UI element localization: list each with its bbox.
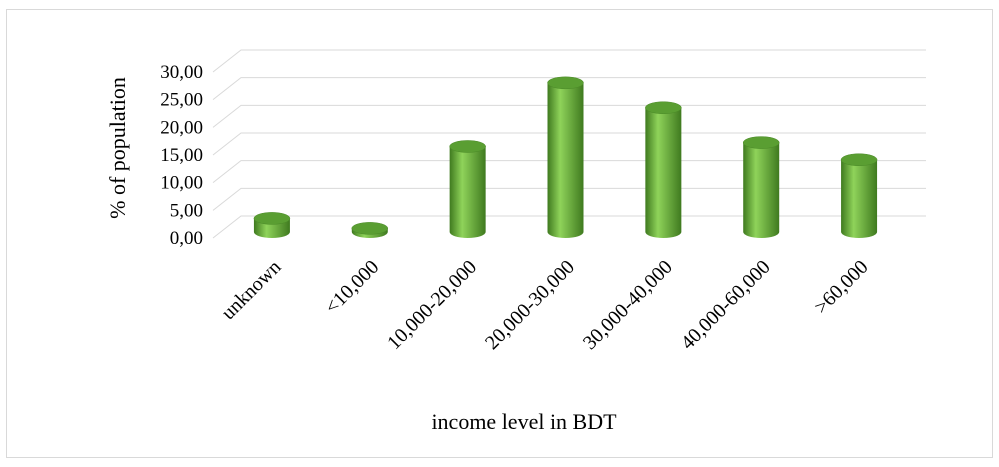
gridline xyxy=(212,77,926,101)
y-tick-label: 5,00 xyxy=(170,200,203,221)
x-axis-title: income level in BDT xyxy=(431,409,617,434)
x-category-label: 30,000-40,000 xyxy=(579,256,677,354)
gridline xyxy=(212,187,926,211)
bar-body xyxy=(449,146,486,238)
bar-top xyxy=(253,212,291,225)
chart-frame xyxy=(6,9,993,458)
bar xyxy=(253,212,291,238)
bars xyxy=(253,76,878,238)
x-category-labels: unknown <10,000 10,000-20,000 20,000-30,000… xyxy=(217,256,872,354)
y-tick-label: 10,00 xyxy=(160,173,203,194)
x-category-label: >60,000 xyxy=(810,256,872,318)
x-category-label: 10,000-20,000 xyxy=(383,256,481,354)
bar-top xyxy=(840,153,878,166)
gridline xyxy=(212,49,926,73)
x-category-label: 40,000-60,000 xyxy=(677,256,775,354)
bar-top xyxy=(449,140,486,153)
x-category-label: 20,000-30,000 xyxy=(481,256,579,354)
gridline xyxy=(212,104,926,128)
bar-body xyxy=(841,159,878,238)
bar-top xyxy=(742,136,780,149)
bar-top xyxy=(547,76,584,90)
bar-top xyxy=(351,222,389,235)
y-tick-label: 25,00 xyxy=(160,90,203,111)
x-category-label: unknown xyxy=(217,256,285,324)
bar-top xyxy=(645,101,682,114)
gridline xyxy=(212,160,926,184)
bar xyxy=(547,76,584,238)
bar-body xyxy=(743,142,780,238)
bar xyxy=(742,136,780,238)
gridline xyxy=(212,132,926,156)
y-axis-title: % of population xyxy=(105,77,130,219)
bar xyxy=(840,153,878,238)
y-tick-label: 0,00 xyxy=(170,228,203,249)
bar xyxy=(449,140,486,238)
gridlines xyxy=(212,49,926,239)
gridline xyxy=(212,215,926,239)
x-category-label: <10,000 xyxy=(321,256,383,318)
y-tick-labels: 0,00 5,00 10,00 15,00 20,00 25,00 30,00 xyxy=(160,62,203,249)
bar-body xyxy=(547,82,584,238)
y-tick-label: 30,00 xyxy=(160,62,203,83)
y-tick-label: 20,00 xyxy=(160,117,203,138)
bar xyxy=(645,101,682,238)
bar xyxy=(351,222,389,238)
bar-body xyxy=(645,107,682,238)
y-tick-label: 15,00 xyxy=(160,145,203,166)
